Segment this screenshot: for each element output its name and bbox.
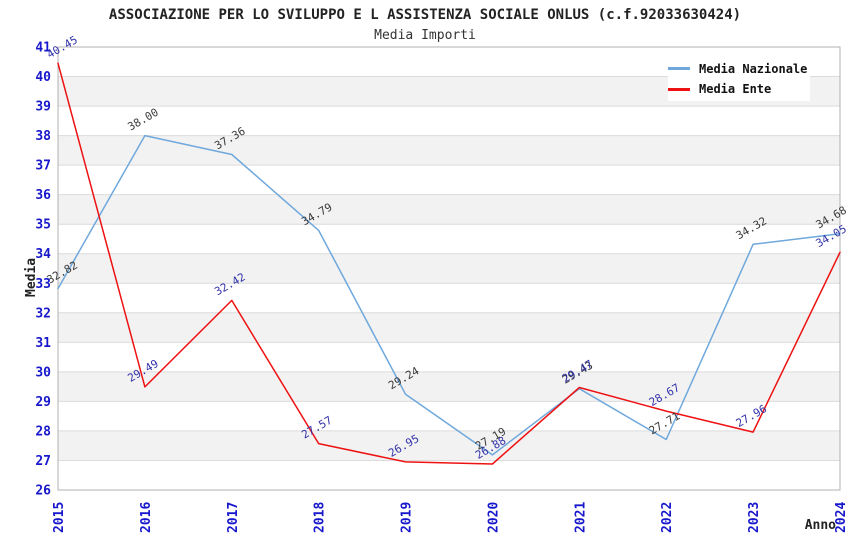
plot-border	[57, 46, 841, 491]
plot-band	[58, 371, 840, 402]
plot-band	[58, 312, 840, 343]
y-tick-label: 40	[35, 70, 51, 85]
x-tick-label: 2020	[486, 502, 501, 533]
x-tick-label: 2015	[52, 502, 67, 533]
plot-band	[58, 194, 840, 225]
x-tick-label: 2024	[834, 502, 849, 533]
y-tick-label: 32	[35, 306, 51, 321]
y-tick-label: 37	[35, 159, 51, 174]
y-tick-label: 29	[35, 395, 51, 410]
y-tick-label: 30	[35, 365, 51, 380]
x-tick-label: 2023	[747, 502, 762, 533]
y-tick-label: 26	[35, 484, 51, 499]
chart-title: ASSOCIAZIONE PER LO SVILUPPO E L ASSISTE…	[108, 7, 742, 23]
y-tick-label: 31	[35, 336, 51, 351]
plot-band	[58, 253, 840, 284]
legend-item-media-ente: Media Ente	[668, 80, 810, 98]
series-line-media-ente	[57, 62, 841, 465]
blue-line-swatch-icon	[668, 67, 690, 71]
red-line-swatch-icon	[668, 87, 690, 91]
x-tick-label: 2022	[660, 502, 675, 533]
y-tick-label: 39	[35, 100, 51, 115]
y-tick-label: 33	[35, 277, 51, 292]
y-tick-label: 41	[35, 41, 51, 56]
series-line-media-nazionale	[57, 134, 841, 456]
y-tick-label: 28	[35, 424, 51, 439]
chart-legend: Media Nazionale Media Ente	[668, 57, 810, 101]
y-tick-label: 34	[35, 247, 51, 262]
point-value-label: 40.45	[45, 33, 80, 61]
legend-label: Media Ente	[699, 82, 772, 97]
point-value-label: 27.96	[734, 402, 769, 430]
plot-band	[58, 430, 840, 461]
y-tick-label: 38	[35, 129, 51, 144]
x-tick-label: 2018	[313, 502, 328, 533]
y-tick-label: 36	[35, 188, 51, 203]
y-tick-label: 35	[35, 218, 51, 233]
y-tick-label: 27	[35, 454, 51, 469]
x-tick-label: 2021	[573, 502, 588, 533]
x-tick-label: 2017	[226, 502, 241, 533]
chart-subtitle: Media Importi	[374, 28, 476, 43]
legend-item-media-nazionale: Media Nazionale	[668, 60, 810, 78]
y-axis-title: Media	[24, 258, 39, 297]
legend-label: Media Nazionale	[699, 61, 808, 76]
x-tick-label: 2016	[139, 502, 154, 533]
x-axis-title: Anno	[805, 518, 836, 533]
x-tick-label: 2019	[400, 502, 415, 533]
plot-band	[58, 135, 840, 166]
point-value-label: 38.00	[126, 106, 161, 134]
